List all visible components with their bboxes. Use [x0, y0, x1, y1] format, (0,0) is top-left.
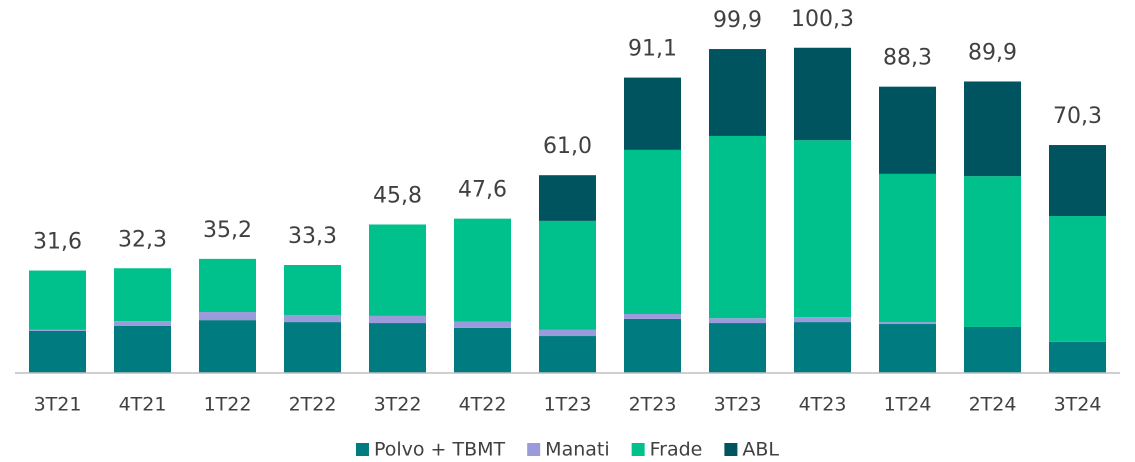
x-tick-label: 1T22: [204, 394, 252, 416]
legend-label: Manati: [545, 439, 609, 461]
legend-swatch: [527, 443, 541, 456]
bar-segment: [879, 173, 936, 323]
x-tick-label: 2T24: [969, 394, 1017, 416]
bar-segment: [539, 220, 596, 330]
legend-swatch: [631, 443, 645, 456]
x-tick-label: 1T23: [544, 394, 592, 416]
bar-segment: [709, 318, 766, 324]
total-label: 33,3: [288, 224, 337, 249]
total-label: 99,9: [713, 8, 762, 33]
bar-segment: [624, 149, 681, 314]
bar-segment: [539, 329, 596, 337]
bar-segment: [29, 270, 86, 330]
bar-segment: [284, 314, 341, 323]
bar-segment: [794, 317, 851, 323]
bar-segment: [879, 86, 936, 174]
total-label: 32,3: [118, 227, 167, 252]
bar-segment: [199, 258, 256, 313]
x-tick-label: 3T22: [374, 394, 422, 416]
bar-segment: [369, 224, 426, 316]
x-tick-label: 2T23: [629, 394, 677, 416]
legend-swatch: [355, 443, 369, 456]
x-tick-label: 2T22: [289, 394, 337, 416]
bar-segment: [114, 268, 171, 322]
bar-segment: [369, 323, 426, 373]
bar-segment: [1049, 216, 1106, 342]
bar-segment: [199, 320, 256, 373]
x-tick-label: 3T24: [1054, 394, 1102, 416]
bar-segment: [114, 321, 171, 326]
total-label: 45,8: [373, 183, 422, 208]
bar-segment: [539, 175, 596, 221]
bar-segment: [709, 49, 766, 136]
bar-segment: [709, 323, 766, 373]
bar-segment: [369, 315, 426, 324]
bar-segment: [964, 81, 1021, 177]
bar-segment: [879, 322, 936, 325]
legend-label: Polvo + TBMT: [374, 439, 506, 461]
bar-segment: [1049, 145, 1106, 217]
total-label: 35,2: [203, 218, 252, 243]
total-label: 61,0: [543, 134, 592, 159]
total-label: 91,1: [628, 37, 677, 62]
bar-segment: [709, 135, 766, 319]
x-tick-label: 3T21: [34, 394, 82, 416]
bar-segment: [964, 176, 1021, 327]
x-tick-label: 4T21: [119, 394, 167, 416]
bar-segment: [29, 329, 86, 331]
bar-segment: [624, 318, 681, 373]
total-label: 31,6: [33, 230, 82, 255]
bar-segment: [794, 322, 851, 373]
bar-segment: [879, 324, 936, 373]
total-label: 70,3: [1053, 104, 1102, 129]
bar-segment: [624, 313, 681, 319]
bar-segment: [794, 140, 851, 318]
bar-segment: [454, 327, 511, 373]
bar-segment: [199, 312, 256, 321]
bar-segment: [794, 47, 851, 141]
bar-segment: [1049, 341, 1106, 373]
bar-segment: [539, 336, 596, 373]
bar-segment: [454, 218, 511, 322]
x-tick-label: 3T23: [714, 394, 762, 416]
bar-segment: [284, 322, 341, 373]
bar-segment: [114, 325, 171, 373]
bar-segment: [454, 321, 511, 328]
total-label: 47,6: [458, 178, 507, 203]
total-label: 100,3: [791, 7, 854, 32]
total-label: 89,9: [968, 40, 1017, 65]
bar-segment: [964, 326, 1021, 373]
x-tick-label: 4T23: [799, 394, 847, 416]
total-label: 88,3: [883, 46, 932, 71]
x-tick-label: 4T22: [459, 394, 507, 416]
bar-segment: [284, 265, 341, 315]
legend-label: Frade: [650, 439, 703, 461]
bar-segment: [29, 330, 86, 373]
legend-label: ABL: [742, 439, 779, 461]
legend-swatch: [724, 443, 738, 456]
x-tick-label: 1T24: [884, 394, 932, 416]
bar-segment: [624, 77, 681, 150]
